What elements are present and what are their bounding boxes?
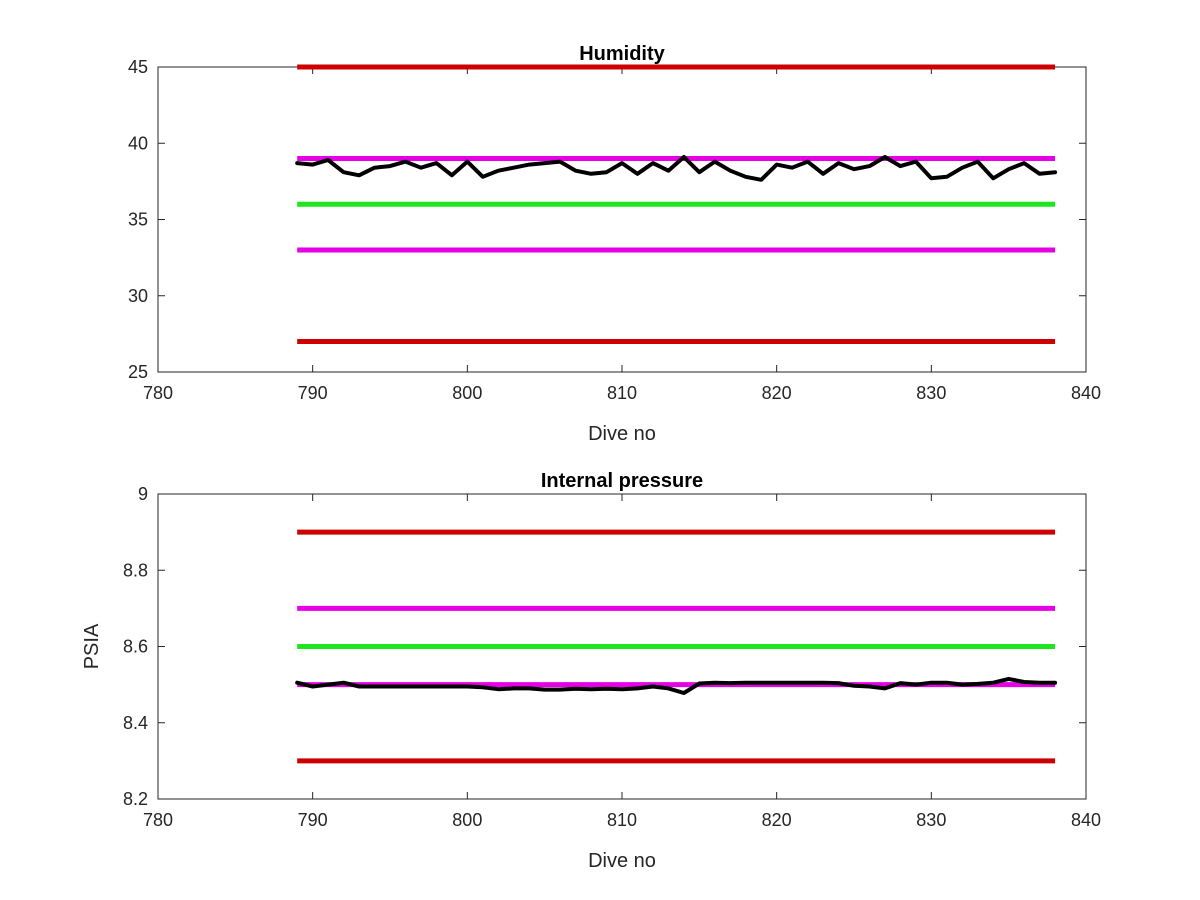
y-tick-label: 35 bbox=[128, 210, 148, 230]
humidity-panel: 780 790 800 810 820 830 840 25 30 35 40 45 Humidity D… bbox=[128, 43, 1101, 445]
x-tick-label: 790 bbox=[298, 810, 328, 830]
x-axis-label: Dive no bbox=[588, 423, 656, 445]
x-axis-label: Dive no bbox=[588, 850, 656, 872]
data-series-line bbox=[295, 155, 1058, 182]
y-tick-label: 45 bbox=[128, 57, 148, 77]
y-tick-label: 30 bbox=[128, 286, 148, 306]
x-tick-label: 840 bbox=[1071, 810, 1101, 830]
x-tick-label: 820 bbox=[762, 810, 792, 830]
x-tick-label: 810 bbox=[607, 383, 637, 403]
x-tick-label: 780 bbox=[143, 810, 173, 830]
chart-title: Internal pressure bbox=[541, 470, 703, 492]
y-axis-label: PSIA bbox=[81, 623, 103, 669]
chart-title: Humidity bbox=[579, 43, 665, 65]
x-tick-label: 830 bbox=[916, 383, 946, 403]
x-tick-label: 820 bbox=[762, 383, 792, 403]
x-tick-label: 780 bbox=[143, 383, 173, 403]
x-tick-label: 800 bbox=[452, 810, 482, 830]
x-tick-label: 840 bbox=[1071, 383, 1101, 403]
data-series-line bbox=[295, 676, 1058, 695]
y-tick-label: 8.2 bbox=[123, 789, 148, 809]
y-tick-label: 8.4 bbox=[123, 713, 148, 733]
y-tick-label: 40 bbox=[128, 133, 148, 153]
x-tick-label: 800 bbox=[452, 383, 482, 403]
y-tick-label: 8.6 bbox=[123, 637, 148, 657]
internal-pressure-panel: 780 790 800 810 820 830 840 8.2 8.4 8.6 8.8 9 Intern… bbox=[81, 470, 1101, 872]
y-tick-label: 25 bbox=[128, 362, 148, 382]
x-tick-label: 810 bbox=[607, 810, 637, 830]
x-tick-label: 830 bbox=[916, 810, 946, 830]
y-tick-label: 8.8 bbox=[123, 560, 148, 580]
y-tick-label: 9 bbox=[138, 484, 148, 504]
plot-area bbox=[157, 66, 1087, 373]
x-tick-label: 790 bbox=[298, 383, 328, 403]
